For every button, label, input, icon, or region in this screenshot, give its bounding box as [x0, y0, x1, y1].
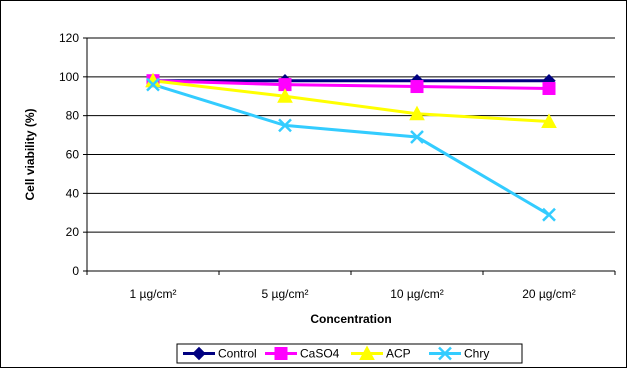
legend-marker-chry-stroke	[438, 346, 452, 361]
data-point-chry	[542, 207, 556, 222]
legend: Control CaSO4 ACP Chry	[176, 343, 523, 364]
data-point-chry-stroke	[278, 118, 292, 133]
series-line-caso4	[152, 79, 550, 90]
legend-box	[176, 343, 523, 364]
data-point-acp	[541, 113, 557, 128]
data-point-chry-stroke	[146, 77, 160, 92]
legend-label-caso4: CaSO4	[300, 347, 340, 361]
x-axis-title: Concentration	[310, 312, 391, 326]
series-line-acp	[152, 79, 550, 123]
y-tick-label: 100	[59, 70, 79, 84]
data-point-caso4	[410, 80, 424, 94]
legend-marker-chry	[438, 346, 452, 361]
tick-labels: 0 20 40 60 80 100 120 1 µg/cm² 5 µg/cm² 10 µg/cm²…	[59, 31, 576, 301]
data-point-chry-stroke	[542, 207, 556, 222]
data-point-acp	[277, 88, 293, 103]
y-tick-label: 120	[59, 31, 79, 45]
legend-label-acp: ACP	[386, 347, 411, 361]
legend-marker-acp	[359, 345, 375, 360]
x-tick-label: 20 µg/cm²	[522, 287, 576, 301]
y-tick-label: 80	[66, 109, 80, 123]
legend-marker-caso4	[274, 347, 288, 360]
y-tick-label: 20	[66, 225, 80, 239]
data-point-caso4	[542, 81, 556, 95]
legend-marker-control	[192, 346, 206, 361]
series-line-chry	[152, 83, 550, 216]
series-lines	[152, 79, 550, 216]
x-tick-label: 5 µg/cm²	[262, 287, 309, 301]
y-axis-title: Cell viability (%)	[23, 108, 37, 200]
data-point-chry	[410, 130, 424, 144]
data-point-chry	[278, 118, 292, 133]
x-tick-label: 10 µg/cm²	[390, 287, 444, 301]
axes	[83, 37, 616, 275]
series-markers	[145, 72, 557, 222]
data-point-acp	[409, 105, 425, 121]
gridlines	[87, 37, 615, 233]
y-tick-label: 0	[72, 264, 79, 278]
x-tick-label: 1 µg/cm²	[130, 287, 177, 301]
legend-label-chry: Chry	[464, 347, 489, 361]
data-point-chry-stroke	[410, 130, 424, 144]
y-tick-label: 60	[66, 148, 80, 162]
y-tick-label: 40	[66, 186, 80, 200]
legend-label-control: Control	[218, 347, 257, 361]
data-point-chry	[146, 77, 160, 92]
